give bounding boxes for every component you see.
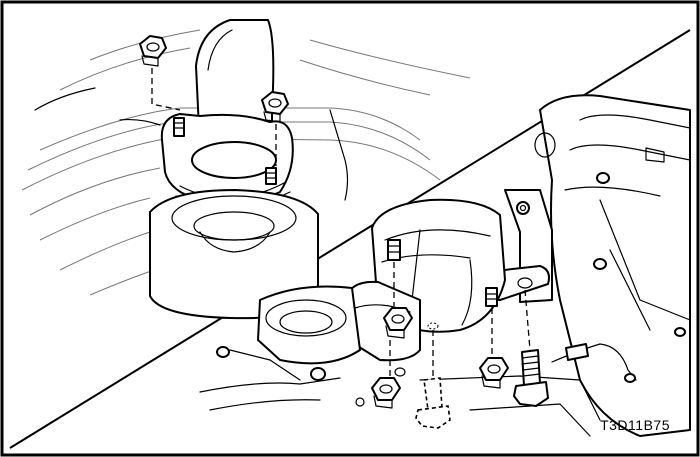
converter-nut-lower (371, 377, 401, 409)
bracket-stud (485, 287, 498, 307)
flange-stud-right (265, 167, 277, 185)
flange-nut-left (139, 35, 167, 67)
flange-stud-left (173, 117, 185, 137)
figure-reference-code: T3D11B75 (600, 417, 670, 433)
flange-nut-right (261, 91, 289, 123)
upper-panel-pipe-flange (21, 19, 471, 320)
converter-nut-upper (383, 307, 413, 339)
bracket-bolt (513, 349, 549, 407)
flange-bolt-dashed (415, 322, 451, 429)
converter-stud-upper (387, 239, 401, 261)
bracket-nut (479, 357, 509, 389)
lower-panel-converter-mount (199, 94, 691, 437)
